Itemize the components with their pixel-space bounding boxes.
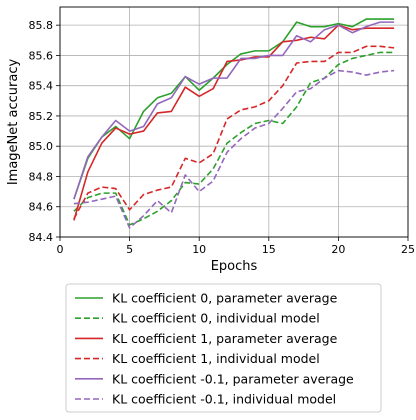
y-tick-label: 85.8: [29, 19, 54, 32]
y-tick-label: 84.4: [29, 231, 54, 244]
legend-label-1: KL coefficient 0, individual model: [112, 311, 320, 326]
series-lines: [73, 18, 395, 229]
legend-label-5: KL coefficient -0.1, individual model: [112, 392, 336, 407]
y-tick-label: 84.6: [29, 201, 54, 214]
axis-ticks: 0 5 10 15 20 25 84.4 84.6 84.8 85.0 85.2 85.4 85.6 85…: [29, 19, 416, 256]
x-tick-label: 0: [57, 243, 64, 256]
legend-box: [65, 283, 382, 413]
series-line-0: [73, 18, 395, 200]
legend-label-3: KL coefficient 1, individual model: [112, 351, 320, 366]
series-line-2: [73, 24, 395, 221]
series-line-1: [73, 51, 395, 226]
y-axis-label: ImageNet accuracy: [6, 59, 21, 186]
series-line-4: [73, 21, 395, 200]
x-tick-label: 25: [401, 243, 415, 256]
y-tick-label: 85.2: [29, 110, 54, 123]
legend-label-2: KL coefficient 1, parameter average: [112, 331, 338, 346]
legend-label-4: KL coefficient -0.1, parameter average: [112, 371, 354, 386]
y-tick-label: 85.6: [29, 49, 54, 62]
y-tick-label: 84.8: [29, 170, 54, 183]
x-tick-label: 15: [262, 243, 276, 256]
legend: KL coefficient 0, parameter average KL co…: [65, 283, 382, 413]
grid: [59, 7, 409, 238]
legend-label-0: KL coefficient 0, parameter average: [112, 291, 338, 306]
x-tick-label: 5: [126, 243, 133, 256]
series-line-5: [73, 69, 395, 229]
y-tick-label: 85.0: [29, 140, 54, 153]
series-line-3: [73, 45, 395, 220]
x-tick-label: 10: [192, 243, 206, 256]
y-tick-label: 85.4: [29, 80, 54, 93]
x-tick-label: 20: [331, 243, 345, 256]
plot-frame: [59, 6, 409, 238]
x-axis-label: Epochs: [211, 259, 258, 274]
